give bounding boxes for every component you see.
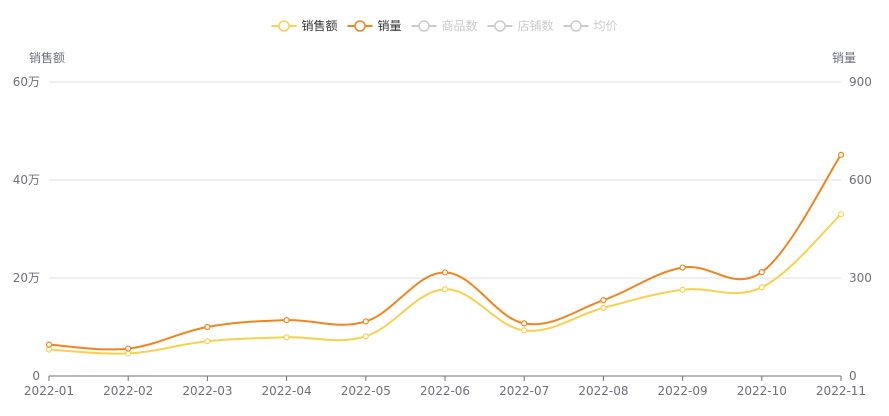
data-point bbox=[837, 151, 845, 158]
y-right-tick-label: 600 bbox=[849, 173, 872, 187]
data-point bbox=[600, 297, 607, 304]
data-point bbox=[600, 304, 607, 311]
legend-item[interactable]: 商品数 bbox=[411, 18, 478, 33]
series-group bbox=[45, 151, 845, 357]
y-left-tick-label: 60万 bbox=[13, 75, 40, 89]
y-left-tick-label: 40万 bbox=[13, 173, 40, 187]
y-right-tick-label: 900 bbox=[849, 75, 872, 89]
legend[interactable]: 销售额 销量 商品数 店铺数 均价 bbox=[271, 18, 618, 33]
legend-marker-icon bbox=[354, 20, 366, 32]
x-tick-label: 2022-06 bbox=[420, 384, 470, 398]
data-point bbox=[283, 334, 290, 341]
data-point bbox=[204, 323, 211, 331]
data-point bbox=[362, 318, 369, 325]
y-left-tick-label: 20万 bbox=[13, 271, 40, 285]
data-point bbox=[521, 320, 528, 327]
data-point bbox=[837, 211, 845, 218]
legend-label: 商品数 bbox=[442, 18, 478, 33]
legend-label: 均价 bbox=[594, 19, 618, 33]
legend-label: 销售额 bbox=[302, 18, 338, 33]
series-line-1 bbox=[48, 213, 842, 355]
x-tick-label: 2022-02 bbox=[103, 384, 153, 398]
x-tick-label: 2022-07 bbox=[499, 384, 549, 398]
legend-marker-icon bbox=[418, 20, 430, 32]
axes: 0 0 20万 300 40万 600 60万 900 2022-01 2022-02 2022-0… bbox=[13, 50, 872, 398]
x-tick-label: 2022-01 bbox=[24, 384, 74, 398]
x-tick-label: 2022-11 bbox=[816, 384, 866, 398]
legend-item[interactable]: 均价 bbox=[563, 19, 618, 33]
grid-lines bbox=[49, 81, 841, 279]
legend-label: 销量 bbox=[378, 19, 402, 33]
data-point bbox=[125, 350, 132, 357]
legend-item[interactable]: 店铺数 bbox=[487, 18, 554, 33]
legend-marker-icon bbox=[278, 20, 290, 32]
data-point bbox=[45, 341, 53, 348]
data-point bbox=[362, 333, 369, 340]
y-right-axis-name: 销量 bbox=[832, 51, 856, 65]
legend-marker-icon bbox=[570, 20, 582, 32]
data-point bbox=[125, 345, 132, 352]
data-point bbox=[758, 284, 765, 291]
x-tick-label: 2022-04 bbox=[262, 384, 312, 398]
data-point bbox=[441, 286, 449, 293]
x-tick-label: 2022-10 bbox=[737, 384, 787, 398]
legend-label: 店铺数 bbox=[518, 18, 554, 33]
series-line-2 bbox=[48, 154, 842, 351]
y-left-tick-label: 0 bbox=[32, 369, 40, 383]
data-point bbox=[679, 286, 686, 293]
data-point bbox=[441, 269, 449, 276]
legend-item[interactable]: 销售额 bbox=[271, 18, 338, 33]
data-point bbox=[679, 264, 686, 271]
data-point bbox=[45, 346, 53, 353]
data-point bbox=[283, 317, 290, 324]
data-point bbox=[758, 269, 765, 276]
y-right-tick-label: 300 bbox=[849, 271, 872, 285]
x-tick-label: 2022-05 bbox=[341, 384, 391, 398]
y-left-axis-name: 销售额 bbox=[29, 50, 65, 65]
legend-marker-icon bbox=[494, 20, 506, 32]
data-point bbox=[521, 327, 528, 334]
legend-item[interactable]: 销量 bbox=[347, 19, 402, 33]
x-tick-label: 2022-09 bbox=[658, 384, 708, 398]
x-tick-label: 2022-08 bbox=[578, 384, 628, 398]
data-point bbox=[204, 338, 211, 345]
y-right-tick-label: 0 bbox=[849, 369, 857, 383]
x-tick-label: 2022-03 bbox=[182, 384, 232, 398]
